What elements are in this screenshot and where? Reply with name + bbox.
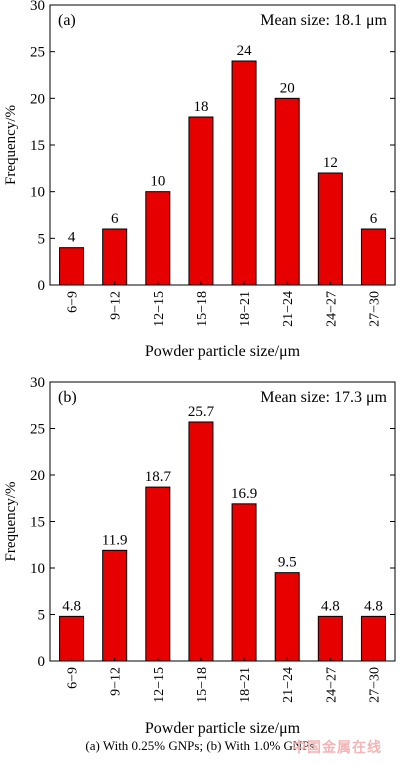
panel-a-bar [360, 228, 386, 286]
panel-b-xtick-label: 12−15 [152, 667, 167, 703]
panel-b-ytick-label: 25 [30, 422, 45, 438]
watermark: 中国金属在线 [292, 740, 382, 756]
panel-b-ytick-label: 20 [30, 468, 45, 484]
panel-a-xtick-label: 9−12 [109, 291, 124, 320]
panel-b-data-label: 18.7 [145, 469, 172, 485]
panel-b-plot-frame [49, 381, 396, 662]
panel-b-xtick-label: 18−21 [238, 667, 253, 703]
panel-a-xtick-label: 18−21 [238, 291, 253, 327]
panel-a-mean-label: Mean size: 18.1 μm [260, 12, 387, 29]
panel-b-data-label: 9.5 [278, 555, 297, 571]
panel-b-bar [188, 421, 214, 662]
panel-b-bar [145, 486, 171, 662]
panel-a-xtick-label: 12−15 [152, 291, 167, 327]
panel-b-ytick-label: 5 [38, 608, 46, 624]
panel-b-ylabel: Frequency/% [3, 482, 19, 562]
panel-b-bar [59, 615, 85, 662]
panel-a-bar [317, 172, 343, 286]
panel-a-data-label: 18 [193, 99, 208, 115]
panel-b-xlabel: Powder particle size/μm [145, 720, 301, 737]
panel-b-data-label: 11.9 [102, 532, 128, 548]
panel-b-data-label: 4.8 [62, 598, 81, 614]
figure-caption: (a) With 0.25% GNPs; (b) With 1.0% GNPs [85, 738, 315, 753]
panel-a-ytick-label: 20 [30, 91, 45, 107]
panel-b-xtick-label: 6−9 [66, 667, 81, 689]
panel-a-plot-frame [49, 4, 396, 286]
panel-b-ytick-label: 15 [30, 515, 45, 531]
panel-b-data-label: 4.8 [364, 598, 383, 614]
panel-a-xtick-label: 6−9 [66, 291, 81, 313]
panel-a-bar [274, 97, 300, 286]
panel-a-ytick-label: 10 [30, 185, 45, 201]
panel-b-ytick-label: 10 [30, 561, 45, 577]
panel-a-xtick-label: 15−18 [195, 291, 210, 327]
panel-a-xlabel: Powder particle size/μm [145, 343, 301, 360]
panel-a-ytick-label: 25 [30, 45, 45, 61]
panel-a-data-label: 20 [280, 80, 295, 96]
panel-b-data-label: 4.8 [321, 598, 340, 614]
panel-b-panel-label: (b) [58, 389, 77, 406]
panel-a-data-label: 12 [323, 155, 338, 171]
panel-a-xtick-label: 24−27 [324, 291, 339, 327]
panel-a-xtick-label: 27−30 [367, 291, 382, 327]
panel-a-bar [145, 191, 171, 286]
panel-b-data-label: 25.7 [188, 404, 215, 420]
panel-b-xtick-label: 21−24 [281, 667, 296, 703]
panel-b-xtick-label: 27−30 [367, 667, 382, 703]
panel-a-bar [231, 60, 257, 286]
panel-b-ytick-label: 30 [30, 375, 45, 391]
panel-b-data-label: 16.9 [231, 486, 257, 502]
panel-a-bar [59, 247, 85, 286]
panel-b-xtick-label: 9−12 [109, 667, 124, 696]
panel-b-bar [274, 572, 300, 662]
panel-a-ytick-label: 30 [30, 0, 45, 14]
panel-a-xtick-label: 21−24 [281, 291, 296, 327]
panel-a-data-label: 10 [150, 174, 165, 190]
panel-b-mean-label: Mean size: 17.3 μm [260, 389, 387, 406]
panel-a-data-label: 6 [111, 211, 119, 227]
panel-a-ytick-label: 5 [38, 231, 46, 247]
panel-b-bar [231, 503, 257, 662]
panel-a-ytick-label: 15 [30, 138, 45, 154]
panel-a-ytick-label: 0 [38, 278, 46, 294]
panel-a-bar [102, 228, 128, 286]
panel-b-ytick-label: 0 [38, 654, 46, 670]
panel-b-xtick-label: 24−27 [324, 667, 339, 703]
panel-b-bar [360, 615, 386, 662]
panel-b-bar [102, 549, 128, 662]
panel-b-xtick-label: 15−18 [195, 667, 210, 703]
panel-a-ylabel: Frequency/% [3, 105, 19, 185]
panel-a-panel-label: (a) [58, 12, 76, 29]
panel-a-data-label: 6 [370, 211, 378, 227]
panel-a-data-label: 24 [237, 43, 253, 59]
panel-a-data-label: 4 [68, 230, 76, 246]
panel-b-bar [317, 615, 343, 662]
panel-a-bar [188, 116, 214, 286]
